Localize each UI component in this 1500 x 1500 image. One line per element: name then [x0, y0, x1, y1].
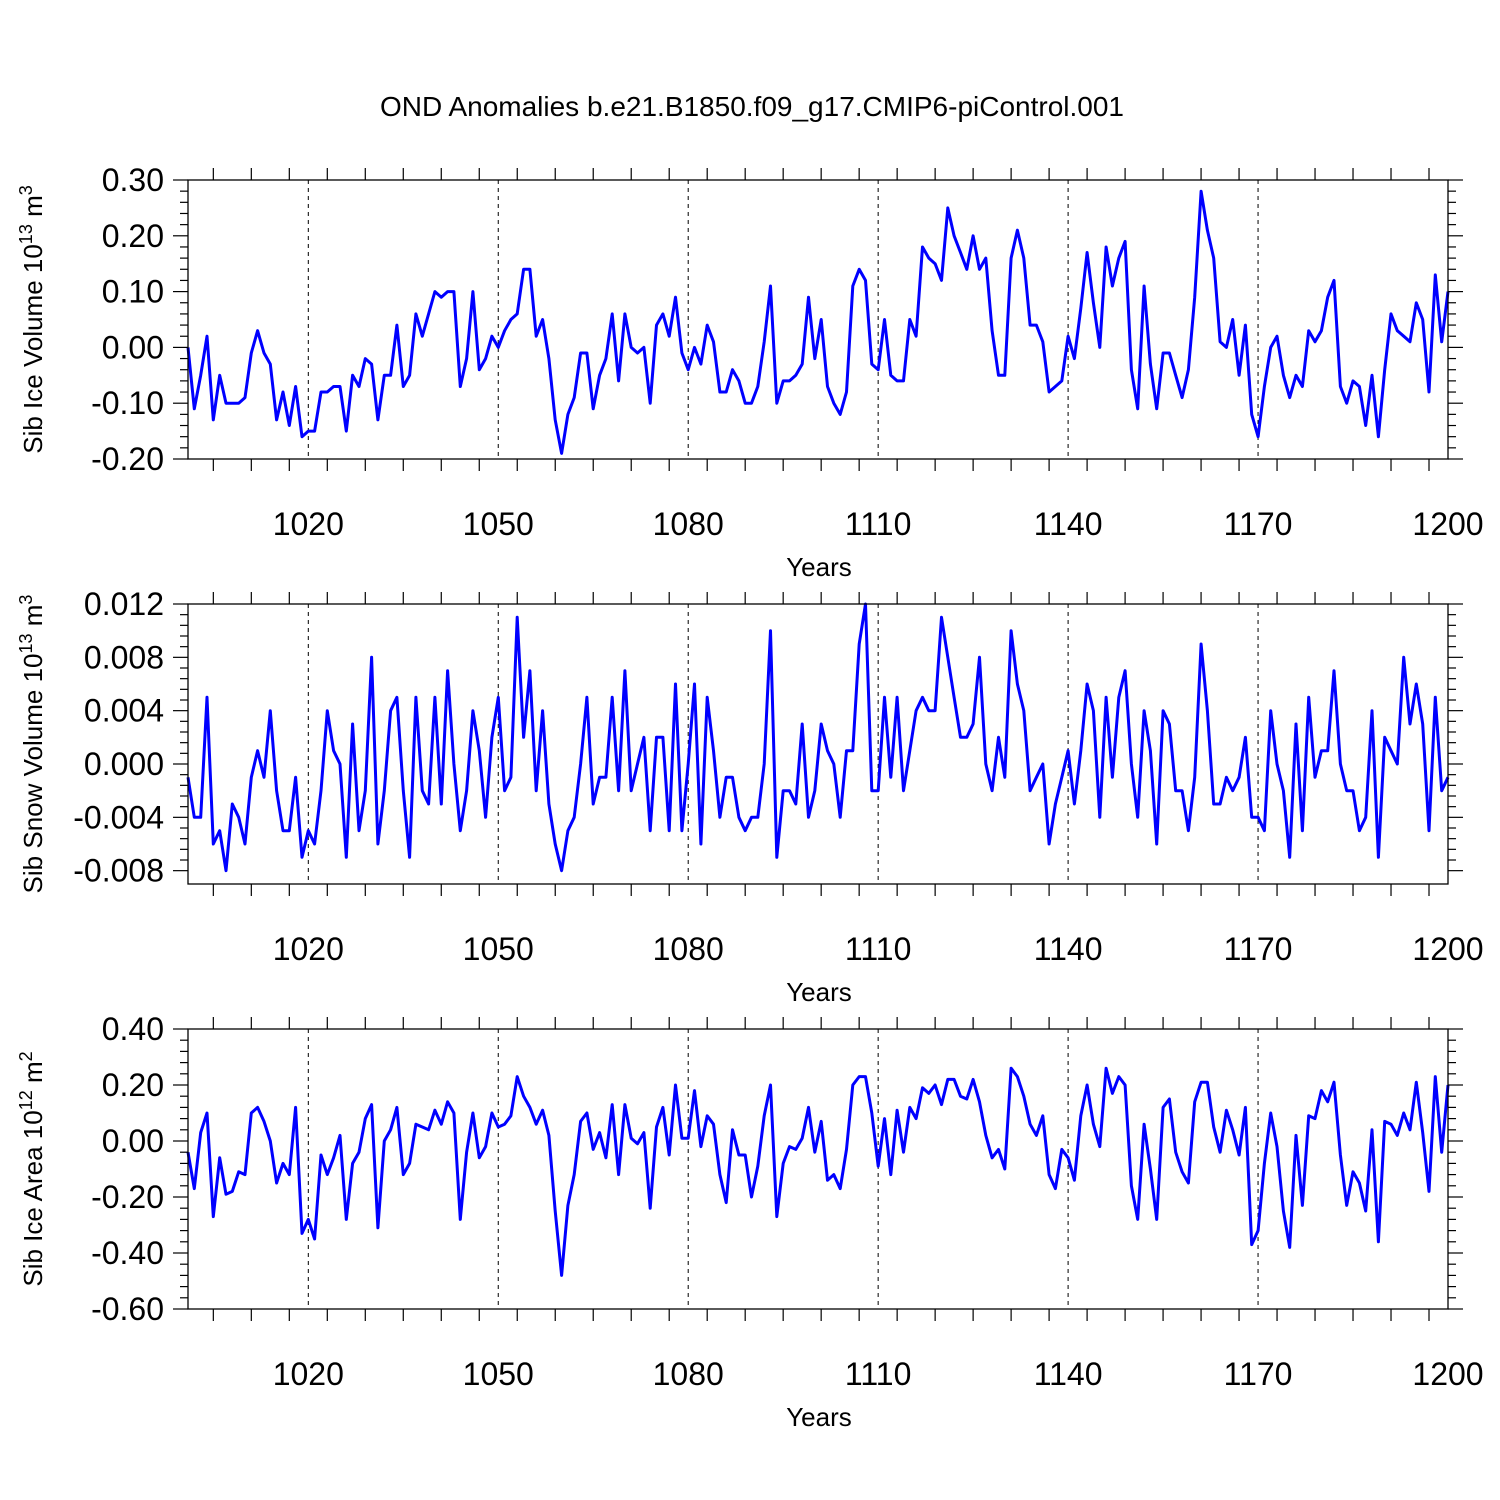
x-tick-label: 1050	[463, 1356, 534, 1392]
series-line-snow_volume	[186, 602, 1450, 873]
y-axis-label: Sib Snow Volume 1013 m3	[16, 595, 48, 894]
x-tick-label: 1080	[653, 1356, 724, 1392]
y-tick-label: -0.40	[91, 1235, 164, 1271]
x-axis-label: Years	[786, 1402, 852, 1432]
x-tick-label: 1110	[845, 1356, 911, 1392]
x-tick-label: 1140	[1034, 506, 1103, 542]
y-tick-label: 0.004	[84, 693, 164, 729]
x-tick-label: 1080	[653, 506, 724, 542]
y-tick-label: -0.20	[91, 1179, 164, 1215]
x-tick-label: 1020	[273, 931, 344, 967]
y-axis-label-exponent: 12	[16, 1090, 36, 1110]
y-tick-label: -0.60	[91, 1291, 164, 1327]
y-axis-label-unit: m	[18, 195, 48, 224]
y-tick-label: 0.00	[102, 329, 164, 365]
y-axis-label: Sib Ice Volume 1013 m3	[16, 185, 48, 454]
y-tick-label: 0.30	[102, 162, 164, 198]
y-tick-label: 0.20	[102, 1067, 164, 1103]
x-tick-label: 1110	[845, 931, 911, 967]
series-line-ice_area	[186, 1066, 1450, 1277]
x-tick-label: 1170	[1224, 506, 1293, 542]
x-tick-label: 1020	[273, 1356, 344, 1392]
x-tick-label: 1170	[1224, 931, 1293, 967]
y-tick-label: 0.012	[84, 586, 164, 622]
y-axis-label-unit: m	[18, 605, 48, 634]
x-tick-label: 1170	[1224, 1356, 1293, 1392]
y-tick-label: -0.10	[91, 385, 164, 421]
plot-frame	[187, 179, 1449, 460]
x-tick-label: 1110	[845, 506, 911, 542]
y-axis-label-text: Sib Ice Volume 10	[18, 244, 48, 454]
y-axis-label: Sib Ice Area 1012 m2	[16, 1051, 48, 1286]
y-axis-label-text: Sib Snow Volume 10	[18, 654, 48, 894]
y-tick-label: 0.000	[84, 746, 164, 782]
panel-ice_volume: -0.20 -0.10 0.00 0.10 0.20 0.30 1020 1050 1080 11…	[16, 162, 1484, 582]
y-axis-label-exponent: 13	[16, 224, 36, 244]
x-tick-label: 1140	[1034, 931, 1103, 967]
chart-title: OND Anomalies b.e21.B1850.f09_g17.CMIP6-…	[380, 91, 1124, 122]
y-tick-label: -0.008	[73, 853, 164, 889]
plot-frame	[187, 1028, 1449, 1310]
x-tick-label: 1080	[653, 931, 724, 967]
series-line-ice_volume	[186, 189, 1450, 455]
y-axis-label-unit: m	[18, 1061, 48, 1090]
x-tick-label: 1200	[1412, 506, 1483, 542]
panel-snow_volume: -0.008 -0.004 0.000 0.004 0.008 0.012 1020 1050…	[16, 586, 1484, 1007]
x-tick-label: 1140	[1034, 1356, 1103, 1392]
y-axis-label-unit-exponent: 3	[16, 595, 36, 605]
panel-ice_area: -0.60 -0.40 -0.20 0.00 0.20 0.40 1020 1050 1080 1…	[16, 1011, 1484, 1432]
y-tick-label: 0.40	[102, 1011, 164, 1047]
y-axis-label-unit-exponent: 3	[16, 185, 36, 195]
x-tick-label: 1050	[463, 506, 534, 542]
plot-frame	[187, 603, 1449, 885]
panels-group: -0.20 -0.10 0.00 0.10 0.20 0.30 1020 1050 1080 11…	[16, 162, 1484, 1432]
x-axis-label: Years	[786, 552, 852, 582]
y-tick-label: -0.20	[91, 441, 164, 477]
y-tick-label: 0.00	[102, 1123, 164, 1159]
x-tick-label: 1020	[273, 506, 344, 542]
y-tick-label: 0.10	[102, 274, 164, 310]
x-tick-label: 1200	[1412, 1356, 1483, 1392]
y-axis-label-text: Sib Ice Area 10	[18, 1110, 48, 1286]
y-tick-label: -0.004	[73, 799, 164, 835]
x-tick-label: 1050	[463, 931, 534, 967]
y-axis-label-unit-exponent: 2	[16, 1051, 36, 1061]
y-axis-label-exponent: 13	[16, 633, 36, 653]
x-tick-label: 1200	[1412, 931, 1483, 967]
y-tick-label: 0.20	[102, 218, 164, 254]
x-axis-label: Years	[786, 977, 852, 1007]
y-tick-label: 0.008	[84, 639, 164, 675]
